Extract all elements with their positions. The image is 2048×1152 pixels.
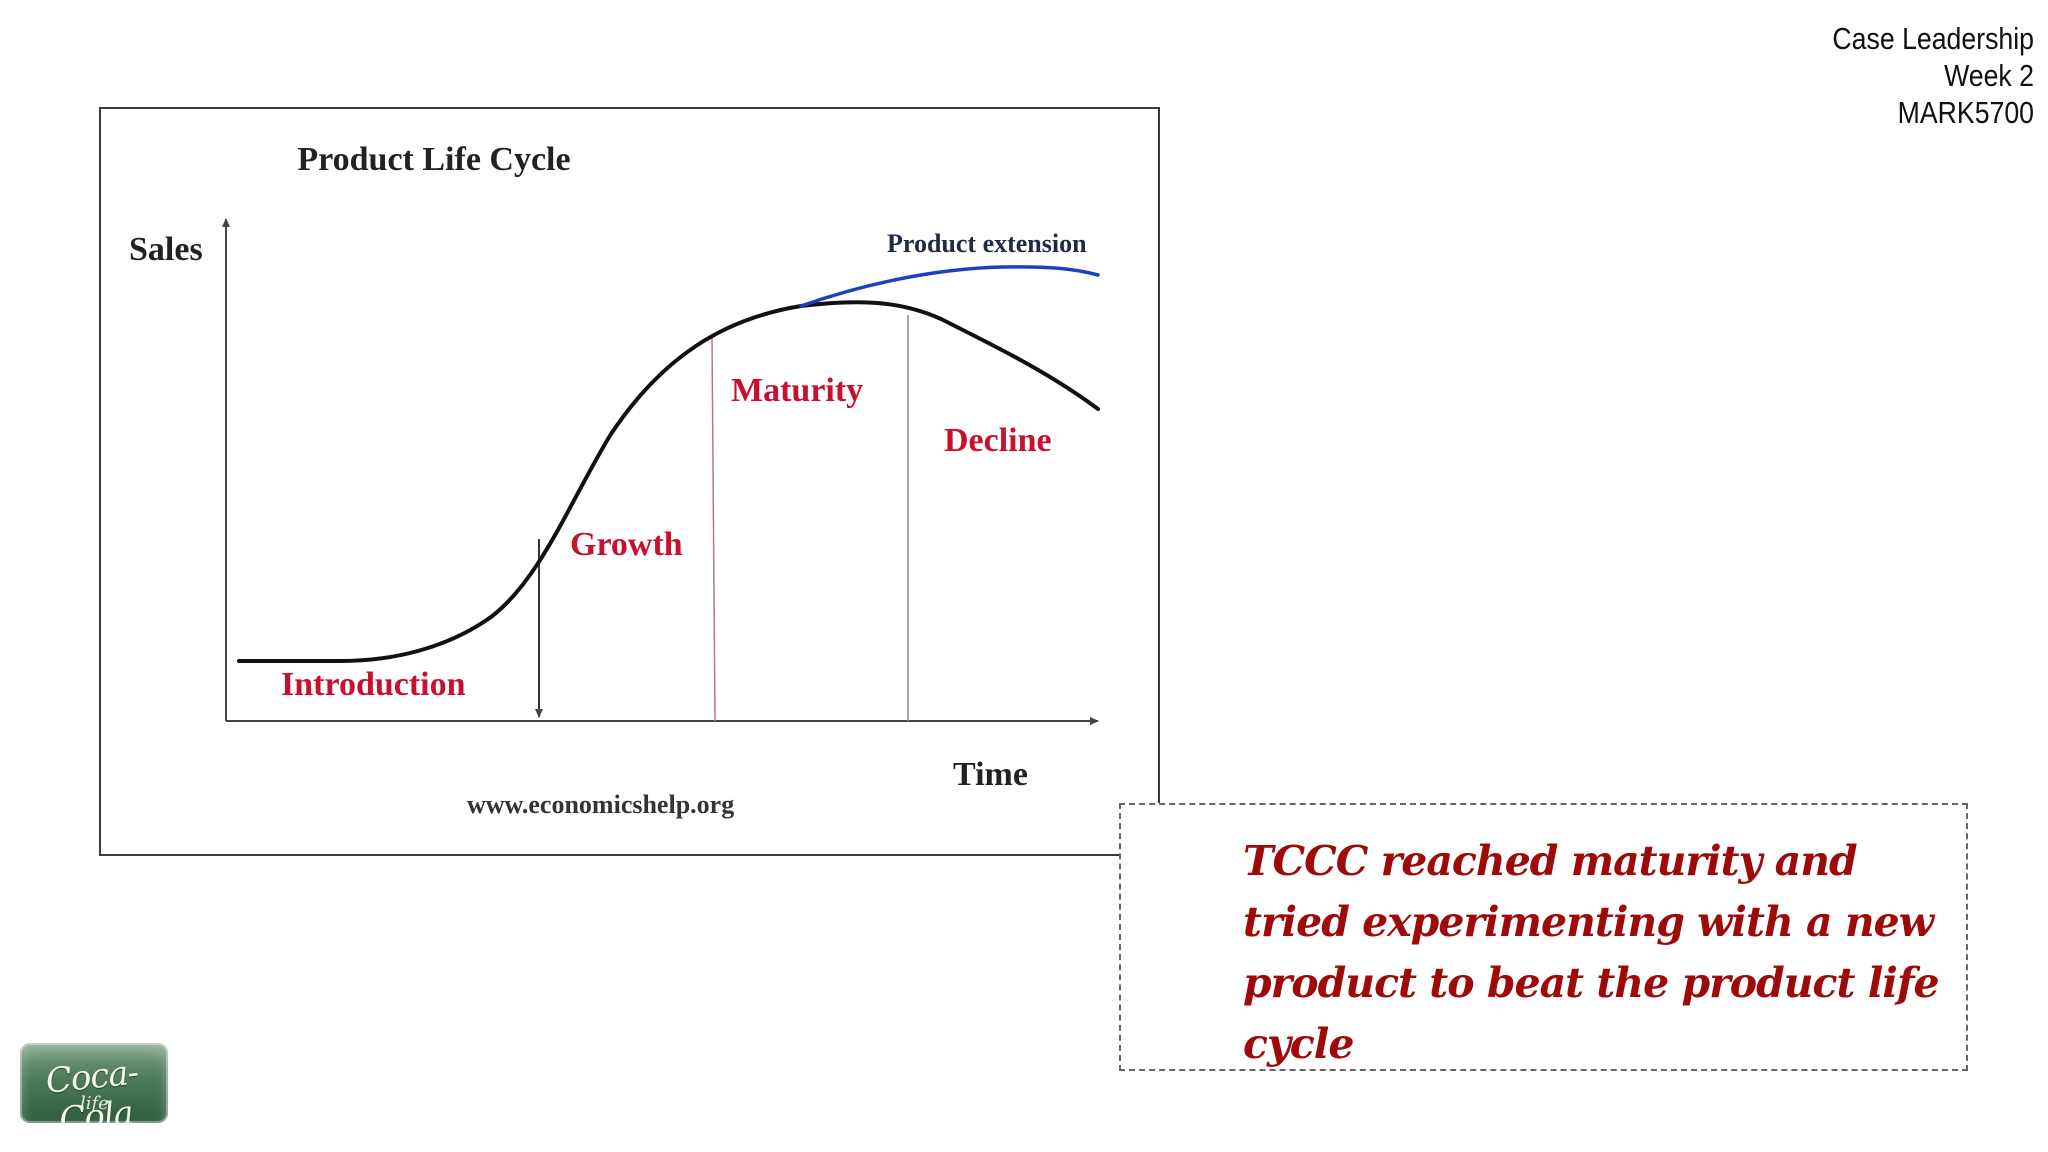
product-life-cycle-diagram: Product Life Cycle Sales Time Product ex…: [129, 141, 1100, 819]
callout-text: TCCC reached maturity and tried experime…: [1243, 837, 1940, 1068]
product-life-cycle-figure: Product Life Cycle Sales Time Product ex…: [99, 107, 1160, 856]
stage-introduction-label: Introduction: [281, 666, 466, 703]
stage-decline-label: Decline: [944, 422, 1052, 459]
logo-sub-text: life: [80, 1093, 109, 1114]
callout-box: TCCC reached maturity and tried experime…: [1119, 803, 1968, 1071]
x-axis-label: Time: [953, 756, 1028, 793]
coca-cola-life-logo-icon: Coca-Cola life: [20, 1043, 168, 1123]
life-cycle-curve: [237, 300, 1100, 663]
product-extension-label: Product extension: [887, 229, 1087, 258]
stage-growth-label: Growth: [570, 526, 683, 563]
diagram-title: Product Life Cycle: [297, 141, 570, 178]
course-title: Case Leadership: [1832, 21, 2034, 56]
source-url: www.economicshelp.org: [467, 790, 734, 819]
course-code: MARK5700: [1897, 95, 2034, 130]
product-extension-curve: [799, 265, 1100, 308]
week-label: Week 2: [1944, 58, 2034, 93]
y-axis-label: Sales: [129, 231, 203, 268]
divider-growth-maturity: [711, 336, 716, 722]
slide-header: Case Leadership Week 2 MARK5700: [1690, 20, 2034, 131]
stage-maturity-label: Maturity: [731, 372, 863, 409]
